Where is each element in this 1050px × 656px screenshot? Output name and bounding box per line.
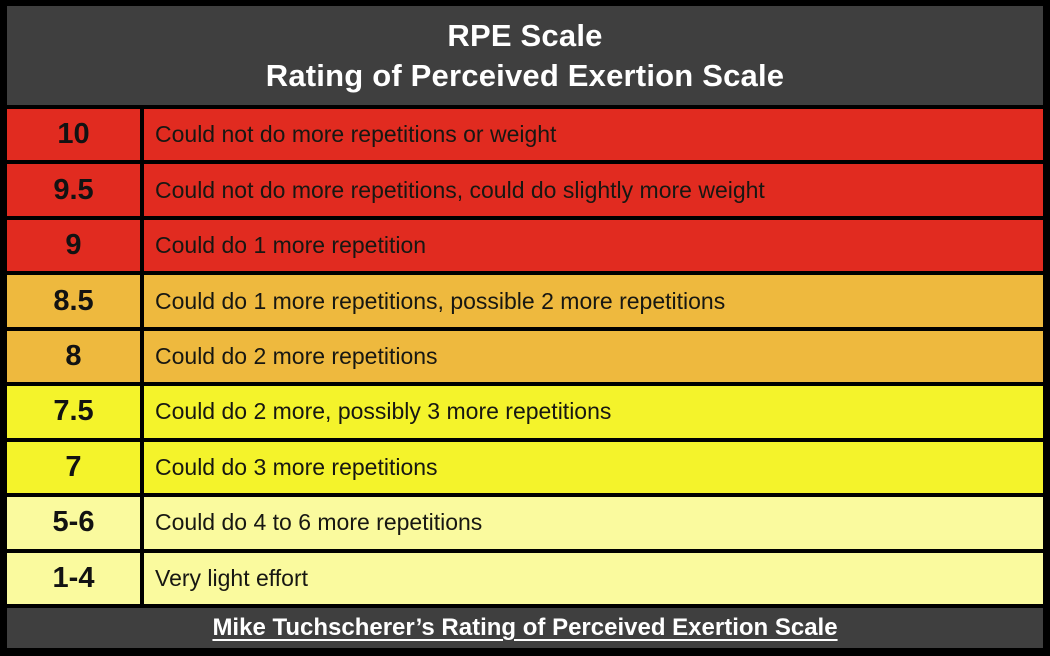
table-subtitle: Rating of Perceived Exertion Scale — [265, 58, 785, 93]
table-footer: Mike Tuchscherer’s Rating of Perceived E… — [7, 608, 1043, 648]
rpe-rating: 8 — [7, 330, 140, 383]
rpe-rating: 7.5 — [7, 386, 140, 438]
rpe-description: Could not do more repetitions or weight — [144, 109, 1043, 161]
rpe-description: Could do 3 more repetitions — [144, 441, 1043, 494]
rpe-row-7-5: 7.5 Could do 2 more, possibly 3 more rep… — [7, 386, 1043, 438]
rpe-rating: 9.5 — [7, 164, 140, 216]
rpe-rating: 8.5 — [7, 275, 140, 327]
rpe-description: Could do 2 more repetitions — [144, 330, 1043, 383]
table-body: 10 Could not do more repetitions or weig… — [7, 109, 1043, 604]
rpe-rating: 1-4 — [7, 552, 140, 604]
rpe-description: Very light effort — [144, 552, 1043, 604]
rpe-row-9: 9 Could do 1 more repetition — [7, 219, 1043, 272]
rpe-rating: 7 — [7, 441, 140, 494]
rpe-rating: 10 — [7, 109, 140, 161]
rpe-description: Could not do more repetitions, could do … — [144, 164, 1043, 216]
rpe-row-7: 7 Could do 3 more repetitions — [7, 441, 1043, 494]
table-header: RPE Scale Rating of Perceived Exertion S… — [7, 6, 1043, 105]
rpe-row-9-5: 9.5 Could not do more repetitions, could… — [7, 164, 1043, 216]
rpe-row-10: 10 Could not do more repetitions or weig… — [7, 109, 1043, 161]
rpe-description: Could do 1 more repetition — [144, 219, 1043, 272]
attribution-text: Mike Tuchscherer’s Rating of Perceived E… — [212, 614, 838, 641]
rpe-description: Could do 4 to 6 more repetitions — [144, 497, 1043, 549]
rpe-row-8: 8 Could do 2 more repetitions — [7, 330, 1043, 383]
rpe-row-8-5: 8.5 Could do 1 more repetitions, possibl… — [7, 275, 1043, 327]
rpe-description: Could do 2 more, possibly 3 more repetit… — [144, 386, 1043, 438]
rpe-rating: 9 — [7, 219, 140, 272]
table-title: RPE Scale — [447, 18, 603, 53]
rpe-description: Could do 1 more repetitions, possible 2 … — [144, 275, 1043, 327]
rpe-row-5-6: 5-6 Could do 4 to 6 more repetitions — [7, 497, 1043, 549]
rpe-row-1-4: 1-4 Very light effort — [7, 552, 1043, 604]
rpe-rating: 5-6 — [7, 497, 140, 549]
